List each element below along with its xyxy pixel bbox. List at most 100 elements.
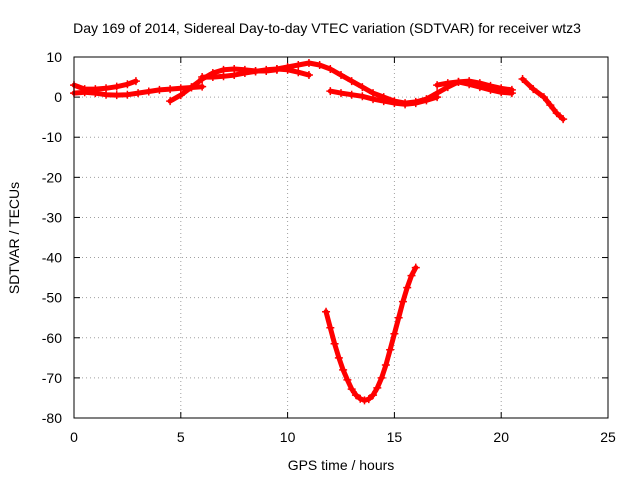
data-point-marker — [433, 81, 442, 90]
y-tick-label: -70 — [42, 370, 62, 386]
data-point-marker — [262, 65, 271, 74]
data-point-marker — [381, 361, 390, 370]
data-point-marker — [403, 283, 412, 292]
data-point-marker — [322, 307, 331, 316]
data-point-marker — [364, 395, 373, 404]
series-satellite-track-g — [433, 77, 516, 98]
x-tick-label: 15 — [387, 429, 403, 445]
y-tick-label: 0 — [54, 89, 62, 105]
data-point-marker — [155, 85, 164, 94]
data-point-marker — [230, 71, 239, 80]
data-point-marker — [134, 89, 143, 98]
data-point-marker — [411, 263, 420, 272]
data-point-marker — [176, 91, 185, 100]
data-point-marker — [337, 89, 345, 98]
data-point-marker — [91, 89, 100, 98]
data-point-marker — [351, 391, 360, 400]
y-tick-label: -60 — [42, 330, 62, 346]
x-axis-tick-labels: 0 5 10 15 20 25 — [70, 429, 616, 445]
data-point-marker — [198, 73, 207, 82]
x-tick-label: 0 — [70, 429, 78, 445]
y-tick-label: -50 — [42, 290, 62, 306]
plot-frame — [73, 56, 609, 419]
data-point-marker — [326, 87, 335, 96]
x-tick-label: 20 — [493, 429, 509, 445]
chart-title: Day 169 of 2014, Sidereal Day-to-day VTE… — [73, 20, 581, 36]
data-point-marker — [166, 97, 175, 106]
data-point-marker — [283, 63, 292, 72]
data-point-marker — [347, 90, 356, 99]
data-point-marker — [176, 84, 185, 93]
data-point-marker — [315, 61, 324, 70]
data-point-marker — [379, 97, 388, 106]
data-point-marker — [358, 92, 367, 101]
data-point-marker — [337, 71, 345, 80]
data-point-marker — [347, 385, 356, 394]
data-point-marker — [360, 396, 369, 405]
data-point-marker — [465, 80, 474, 89]
data-point-marker — [443, 79, 452, 88]
data-point-marker — [518, 75, 527, 84]
data-point-marker — [486, 85, 495, 94]
x-tick-label: 10 — [280, 429, 296, 445]
data-point-marker — [339, 365, 348, 374]
data-point-marker — [240, 69, 249, 78]
y-tick-label: -20 — [42, 169, 62, 185]
data-point-marker — [294, 68, 303, 77]
data-point-marker — [330, 339, 339, 348]
data-point-marker — [343, 375, 352, 384]
data-point-marker — [358, 83, 367, 92]
series-band — [323, 265, 419, 403]
data-point-marker — [347, 77, 356, 86]
data-point-marker — [390, 329, 399, 338]
data-point-marker — [80, 88, 89, 97]
data-point-marker — [123, 90, 132, 99]
data-point-marker — [208, 73, 217, 82]
data-point-marker — [377, 373, 386, 382]
data-point-marker — [398, 297, 407, 306]
data-point-marker — [390, 99, 399, 108]
series-satellite-track-i — [322, 263, 420, 405]
data-point-marker — [559, 115, 568, 124]
series-satellite-track-b — [70, 82, 207, 100]
data-point-marker — [552, 109, 561, 118]
data-point-marker — [219, 72, 228, 81]
series-satellite-track-f — [326, 87, 442, 109]
x-axis-label: GPS time / hours — [288, 457, 395, 473]
y-tick-label: -80 — [42, 410, 62, 426]
data-point-marker — [326, 323, 335, 332]
data-point-marker — [386, 345, 395, 354]
series-band — [520, 76, 566, 122]
data-point-marker — [369, 95, 378, 104]
grid — [74, 57, 608, 418]
data-point-marker — [272, 65, 281, 74]
data-point-marker — [334, 353, 343, 362]
y-axis-tick-labels: 10 0 -10 -20 -30 -40 -50 -60 -70 -80 — [42, 49, 62, 426]
data-point-marker — [373, 383, 382, 392]
data-point-marker — [507, 89, 516, 98]
y-tick-label: -30 — [42, 209, 62, 225]
data-point-marker — [187, 83, 196, 92]
data-point-marker — [112, 82, 121, 91]
data-point-marker — [102, 90, 111, 99]
data-point-marker — [546, 101, 555, 110]
data-point-marker — [326, 65, 335, 74]
data-point-marker — [198, 82, 207, 91]
data-point-marker — [166, 85, 175, 94]
x-tick-label: 5 — [177, 429, 185, 445]
data-point-marker — [144, 87, 153, 96]
data-point-marker — [454, 77, 463, 86]
series-satellite-track-h — [518, 75, 568, 124]
data-point-marker — [369, 391, 378, 400]
data-point-marker — [356, 394, 365, 403]
y-tick-label: 10 — [46, 49, 62, 65]
data-point-marker — [401, 100, 410, 109]
data-point-marker — [112, 91, 121, 100]
data-point-marker — [294, 61, 303, 70]
data-point-marker — [394, 313, 403, 322]
x-tick-label: 25 — [600, 429, 616, 445]
y-tick-label: -10 — [42, 129, 62, 145]
data-point-marker — [251, 67, 260, 76]
y-tick-label: -40 — [42, 250, 62, 266]
